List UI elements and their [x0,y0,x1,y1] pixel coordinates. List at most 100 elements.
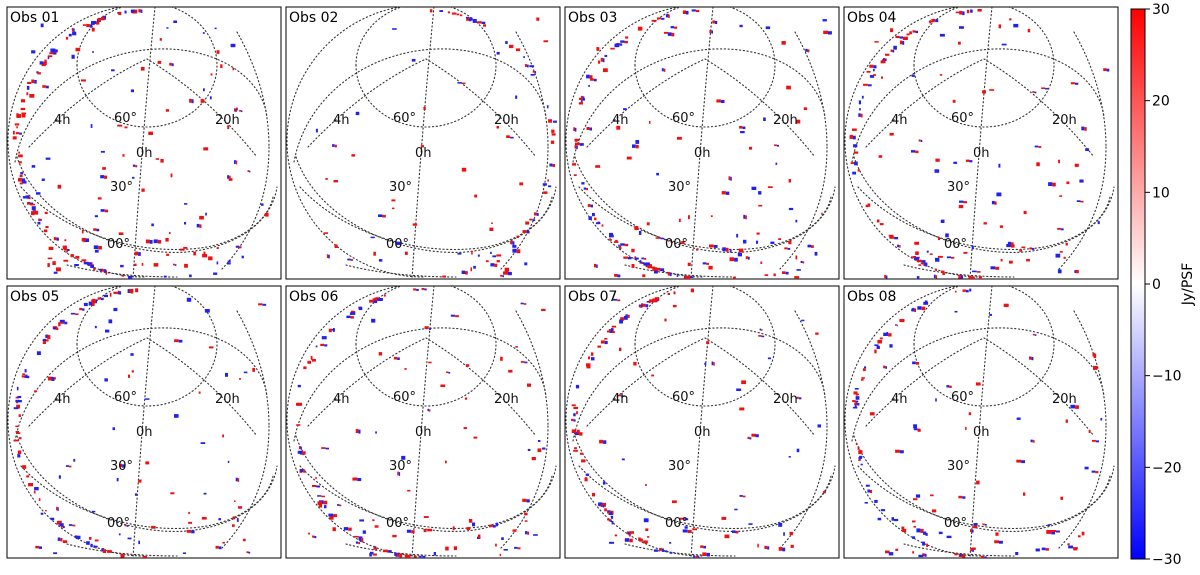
source-pixel [961,275,964,279]
source-pixel [758,204,763,207]
source-pixel [1019,249,1023,252]
source-pixel [794,276,800,279]
source-pixel [202,253,208,258]
source-pixel [163,275,167,278]
source-pixel [141,262,144,266]
dec-label: 60° [951,111,974,126]
grid-line [913,286,1055,407]
source-pixel [706,552,710,557]
sky-map [844,286,1115,558]
grid-line [295,156,557,253]
source-pixel [232,524,235,527]
source-pixel [320,343,325,346]
source-pixel [145,461,150,465]
source-pixel [205,212,207,216]
source-pixel [1008,241,1012,246]
source-pixel [210,73,213,76]
source-pixel [30,203,35,206]
ra-label: 0h [415,425,432,440]
source-pixel [523,303,527,305]
source-pixel [153,239,158,244]
source-pixel [200,99,205,103]
source-pixel [101,16,105,21]
source-pixel [130,353,134,356]
dec-label: 60° [393,390,416,405]
source-pixel [143,556,147,558]
source-pixel [624,315,628,320]
source-pixel [239,246,242,249]
source-pixel [641,257,644,260]
ra-label: 4h [891,113,908,128]
source-pixel [378,214,383,217]
source-pixel [889,236,895,239]
source-pixel [798,397,802,400]
source-pixel [524,520,528,522]
source-pixel [373,545,376,549]
source-pixel [84,261,89,265]
source-pixel [70,312,76,315]
ra-label: 4h [612,392,629,407]
source-pixel [641,261,643,264]
source-pixel [134,263,137,266]
grid-line [236,31,270,148]
source-pixel [90,124,93,128]
source-pixel [300,446,302,450]
source-pixel [516,249,521,254]
source-pixel [971,245,974,250]
source-pixel [609,331,612,333]
source-pixel [998,163,1001,168]
source-pixel [855,395,858,398]
dec-label: 60° [114,390,137,405]
source-pixel [989,313,992,316]
source-pixel [805,48,808,52]
source-pixel [869,64,874,68]
source-pixel [690,288,694,293]
grid-line [903,543,1015,557]
sources [295,288,546,558]
source-pixel [778,547,783,551]
source-pixel [704,362,707,365]
source-pixel [26,85,30,90]
grid-line [14,327,268,442]
source-pixel [963,251,968,254]
source-pixel [300,468,303,473]
grid-line [76,286,218,407]
source-pixel [1034,145,1039,148]
source-pixel [874,349,877,354]
source-pixel [767,357,771,360]
source-pixel [580,100,583,104]
source-pixel [541,308,546,311]
dec-label: 30° [947,180,970,195]
source-pixel [1084,127,1087,131]
source-pixel [970,9,973,13]
source-pixel [45,509,47,512]
source-pixel [310,356,313,360]
source-pixel [184,203,188,205]
sky-map [565,7,836,279]
source-pixel [668,14,670,18]
source-pixel [463,427,467,430]
source-pixel [199,224,202,228]
source-pixel [576,145,578,150]
source-pixel [53,237,57,241]
source-pixel [1000,259,1003,262]
grid-line [586,58,706,148]
source-pixel [428,361,432,364]
source-pixel [120,264,124,268]
source-pixel [179,248,185,251]
source-pixel [917,306,922,310]
source-pixel [926,543,928,547]
source-pixel [457,82,462,84]
source-pixel [695,9,700,12]
source-pixel [864,366,867,369]
source-pixel [371,318,376,323]
grid-line [794,310,828,427]
source-pixel [423,106,426,111]
source-pixel [324,505,327,509]
source-pixel [262,303,267,306]
source-pixel [634,226,639,231]
source-pixel [358,542,360,545]
source-pixel [448,372,451,374]
source-pixel [866,71,871,73]
source-pixel [91,21,95,25]
